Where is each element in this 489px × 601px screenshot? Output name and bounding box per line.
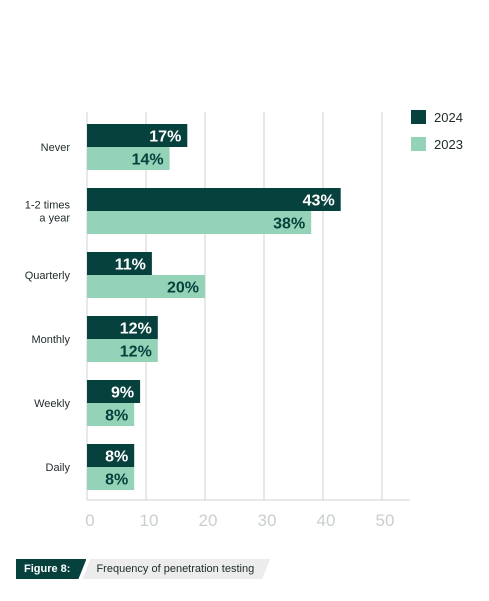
legend-label-2024: 2024 xyxy=(434,110,463,125)
bar-2024 xyxy=(87,124,188,147)
bar-2024 xyxy=(87,380,141,403)
figure-title: Frequency of penetration testing xyxy=(82,559,270,579)
category-labels: Never 1-2 times a year Quarterly Monthly Week… xyxy=(25,142,71,474)
x-tick-label: 30 xyxy=(258,511,277,530)
category-label: Monthly xyxy=(31,334,70,346)
bar-2023 xyxy=(87,275,205,298)
legend-swatch-2023 xyxy=(411,137,426,151)
x-tick-label: 0 xyxy=(85,511,94,530)
bar-2023 xyxy=(87,403,135,426)
x-axis-tick-labels: 0 10 20 30 40 50 xyxy=(85,511,394,530)
figure-caption: Figure 8: Frequency of penetration testi… xyxy=(16,559,270,579)
data-label-2023: 20% xyxy=(167,280,199,297)
figure-tag: Figure 8: xyxy=(16,559,86,579)
data-label-2024: 8% xyxy=(105,449,128,466)
data-label-2024: 43% xyxy=(303,193,335,210)
x-tick-label: 50 xyxy=(376,511,395,530)
bar-2023 xyxy=(87,339,158,362)
legend-label-2023: 2023 xyxy=(434,137,463,152)
x-tick-label: 40 xyxy=(317,511,336,530)
category-label: Never xyxy=(41,142,71,154)
data-label-2024: 9% xyxy=(111,385,134,402)
bars: 17% 14% 43% 38% 11% 20% 12% 12% 9% 8% 8% 8% xyxy=(87,124,341,490)
data-label-2024: 11% xyxy=(115,257,146,274)
bar-2023 xyxy=(87,147,170,170)
data-label-2023: 8% xyxy=(105,472,128,489)
category-label: Weekly xyxy=(34,398,70,410)
category-label: 1-2 times a year xyxy=(25,200,71,225)
data-label-2023: 12% xyxy=(120,344,152,361)
data-label-2023: 8% xyxy=(105,408,128,425)
x-tick-label: 10 xyxy=(140,511,159,530)
data-label-2023: 14% xyxy=(132,152,164,169)
x-tick-label: 20 xyxy=(199,511,218,530)
category-label: Daily xyxy=(46,462,71,474)
bar-2024 xyxy=(87,188,341,211)
bar-2023 xyxy=(87,211,312,234)
bar-2024 xyxy=(87,316,158,339)
bar-2024 xyxy=(87,252,152,275)
legend: 2024 2023 xyxy=(411,110,463,152)
category-label: Quarterly xyxy=(25,270,71,282)
data-label-2023: 38% xyxy=(273,216,305,233)
bar-2023 xyxy=(87,467,135,490)
grid-lines xyxy=(86,112,410,501)
data-label-2024: 17% xyxy=(149,129,181,146)
bar-2024 xyxy=(87,444,135,467)
legend-swatch-2024 xyxy=(411,110,426,124)
data-label-2024: 12% xyxy=(120,321,152,338)
